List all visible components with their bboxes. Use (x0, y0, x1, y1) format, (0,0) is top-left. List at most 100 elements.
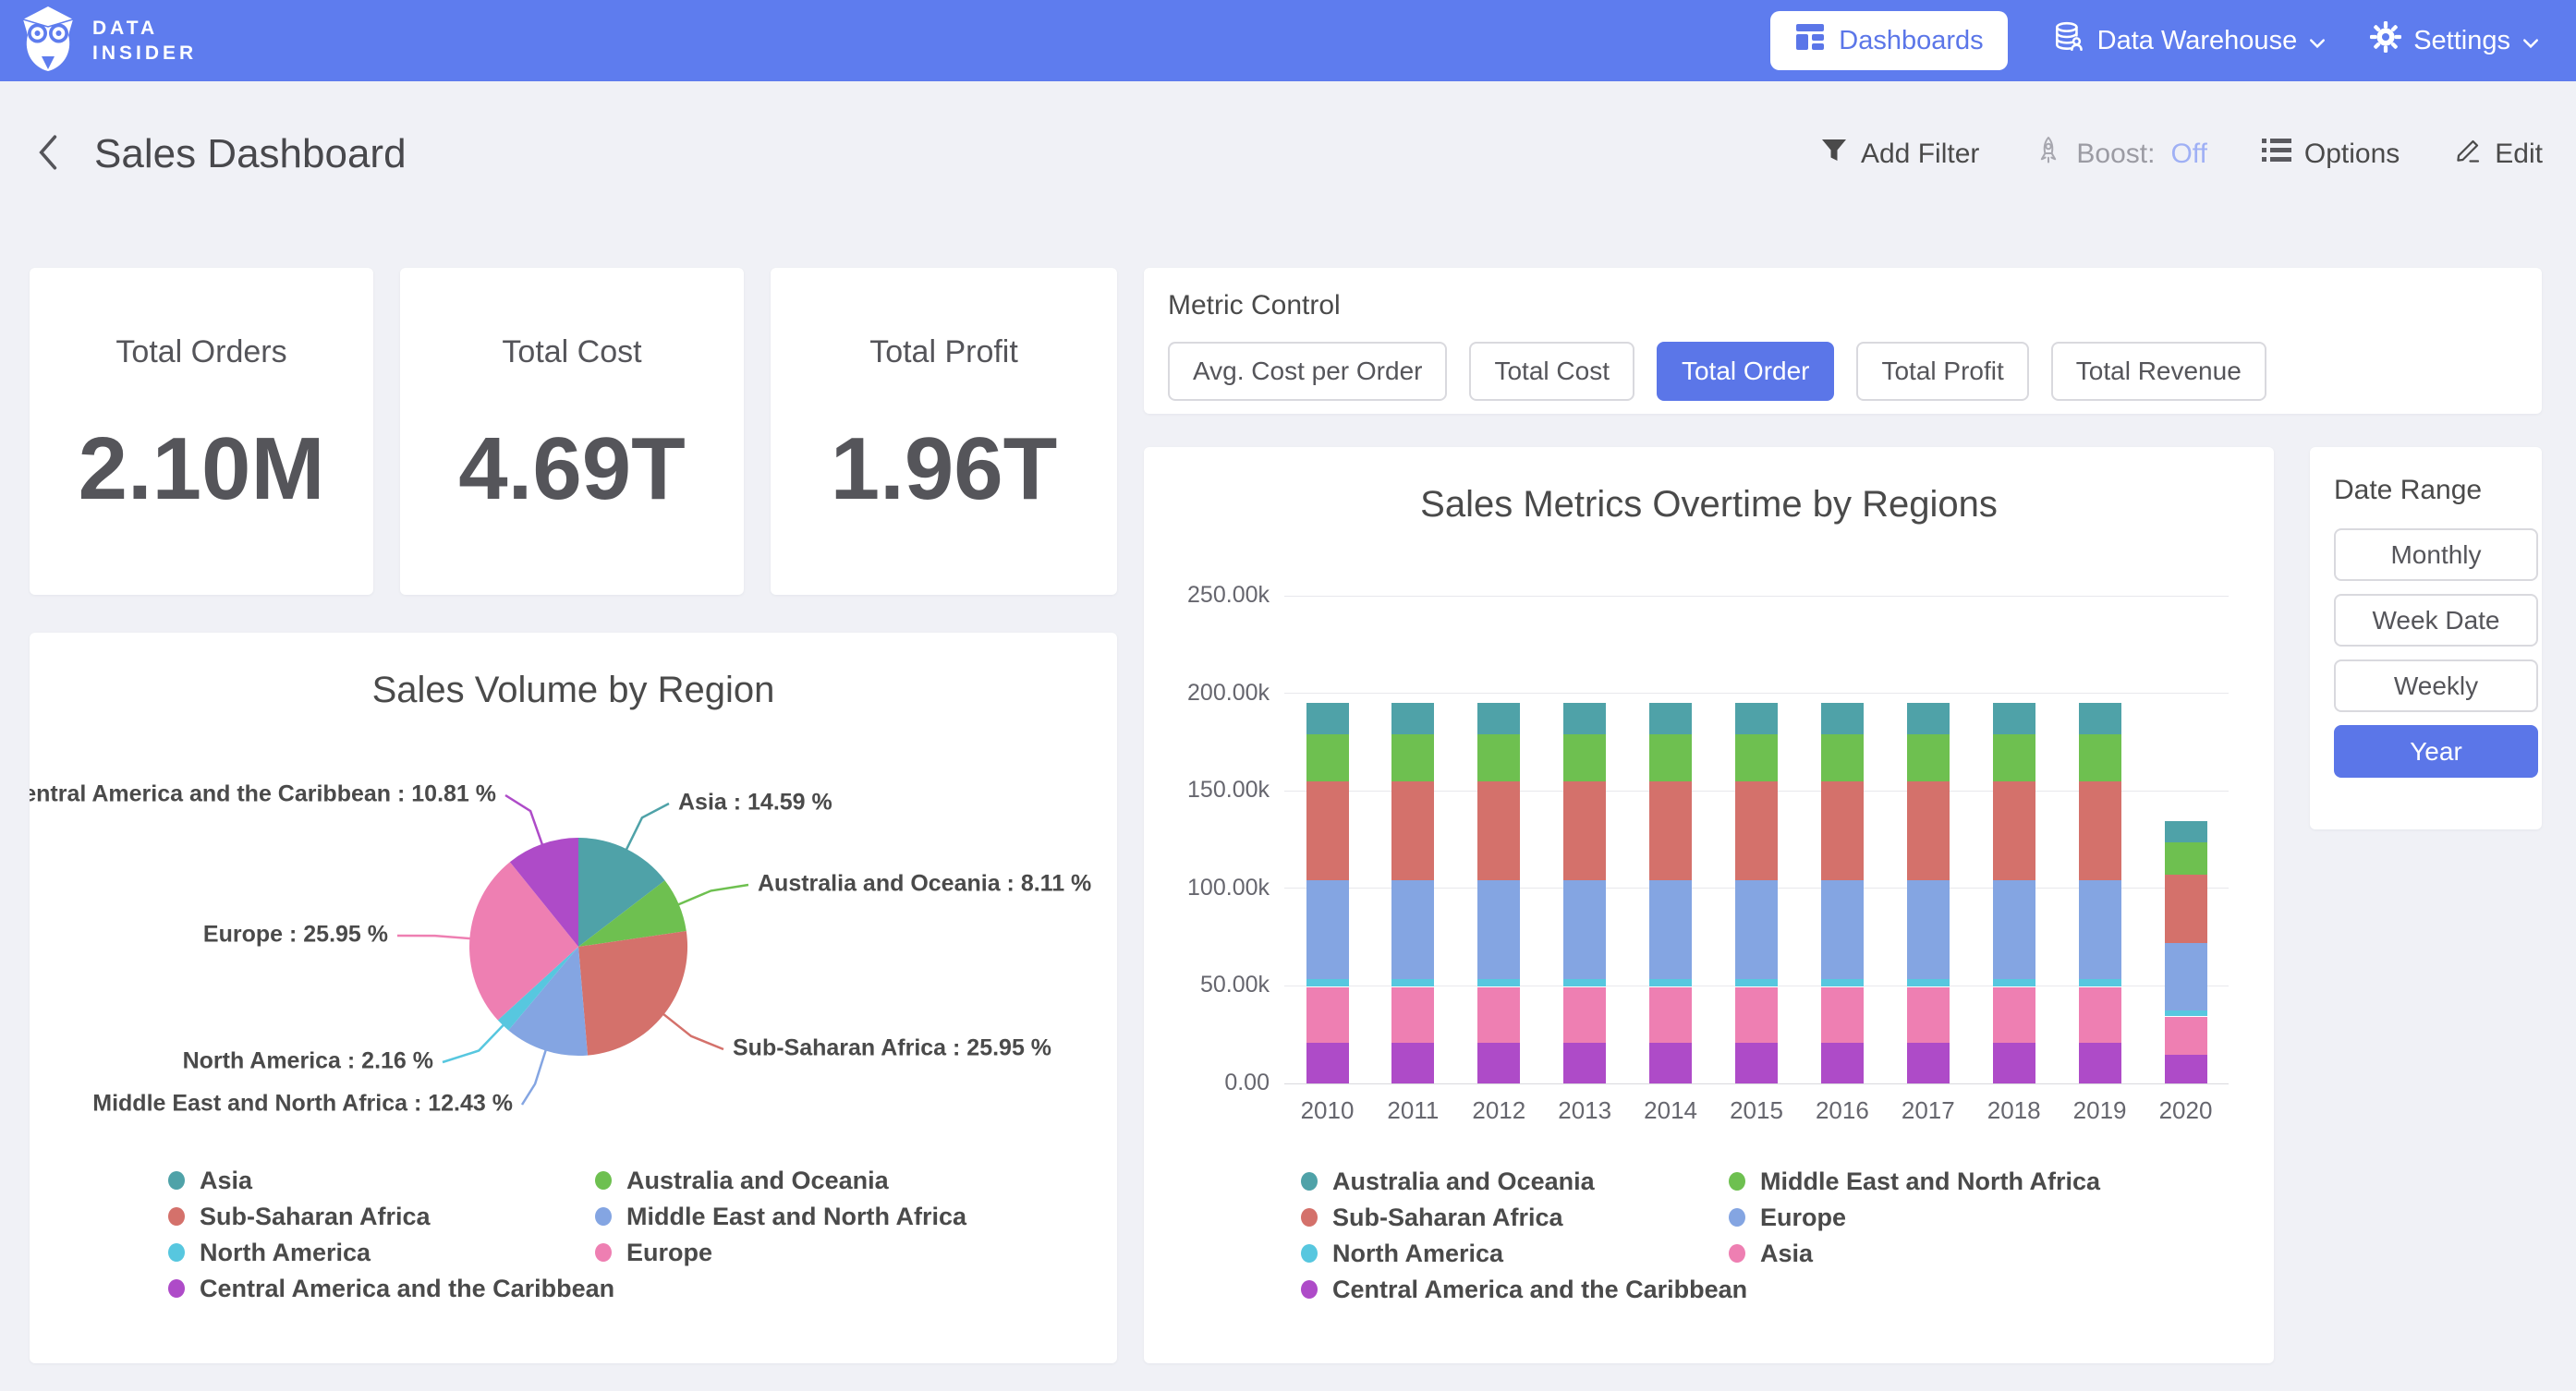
legend-item-europe[interactable]: Europe (1729, 1204, 2117, 1231)
legend-item-australia-and-oceania[interactable]: Australia and Oceania (595, 1167, 983, 1194)
legend-item-sub-saharan-africa[interactable]: Sub-Saharan Africa (1301, 1204, 1729, 1231)
legend-item-middle-east-and-north-africa[interactable]: Middle East and North Africa (595, 1203, 983, 1230)
legend-dot (595, 1243, 612, 1262)
date-range-option-year[interactable]: Year (2334, 725, 2538, 778)
metric-option-total-profit[interactable]: Total Profit (1856, 342, 2029, 401)
bar-segment-sub-saharan-africa-2017 (1906, 780, 1950, 880)
bar-segment-north-america-2012 (1477, 978, 1521, 987)
pie-chart-card: Sales Volume by Region Asia : 14.59 % Aus… (30, 633, 1117, 1363)
dashboards-grid-icon (1794, 21, 1826, 60)
legend-label: Middle East and North Africa (1760, 1167, 2101, 1195)
pie-label-line (504, 793, 544, 846)
date-range-option-monthly[interactable]: Monthly (2334, 528, 2538, 581)
bar-segment-middle-east-and-north-africa-2015 (1735, 733, 1778, 781)
pie-label-line (520, 1049, 547, 1106)
bar-segment-middle-east-and-north-africa-2020 (2164, 841, 2207, 875)
legend-item-north-america[interactable]: North America (1301, 1240, 1729, 1267)
legend-label: Asia (1760, 1239, 1814, 1267)
legend-dot (1301, 1244, 1318, 1263)
legend-dot (595, 1207, 612, 1226)
metric-option-avg-cost-per-order[interactable]: Avg. Cost per Order (1168, 342, 1448, 401)
rocket-icon (2033, 133, 2064, 175)
add-filter-button[interactable]: Add Filter (1819, 136, 1979, 173)
bar-segment-europe-2010 (1306, 879, 1349, 979)
bar-segment-middle-east-and-north-africa-2012 (1477, 733, 1521, 781)
legend-item-north-america[interactable]: North America (168, 1239, 595, 1266)
chevron-down-icon (2522, 26, 2539, 56)
bar-segment-central-america-and-the-caribbean-2013 (1563, 1042, 1607, 1083)
bar-segment-central-america-and-the-caribbean-2012 (1477, 1042, 1521, 1083)
kpi-card-total-profit: Total Profit 1.96T (771, 268, 1117, 595)
pie-slice-label: Europe : 25.95 % (203, 922, 388, 948)
date-range-option-week-date[interactable]: Week Date (2334, 594, 2538, 647)
bar-segment-sub-saharan-africa-2015 (1735, 780, 1778, 880)
metric-option-total-revenue[interactable]: Total Revenue (2050, 342, 2266, 401)
add-filter-label: Add Filter (1860, 139, 1980, 169)
bar-segment-north-america-2013 (1563, 978, 1607, 987)
bar-segment-australia-and-oceania-2020 (2164, 820, 2207, 842)
bar-segment-sub-saharan-africa-2010 (1306, 780, 1349, 880)
legend-item-central-america-and-the-caribbean[interactable]: Central America and the Caribbean (1301, 1276, 1747, 1303)
date-range-card: Date Range Monthly Week Date Weekly Year (2310, 447, 2542, 829)
kpi-value: 2.10M (78, 419, 325, 518)
bar-segment-asia-2012 (1477, 986, 1521, 1043)
pie-label-line (677, 883, 749, 906)
pie-chart-title: Sales Volume by Region (371, 670, 775, 710)
pie-slice-north-america (497, 947, 578, 1031)
boost-label: Boost: (2076, 139, 2156, 169)
kpi-label: Total Cost (502, 334, 642, 369)
nav-item-dashboards[interactable]: Dashboards (1770, 11, 2008, 70)
edit-button[interactable]: Edit (2453, 136, 2543, 173)
back-button[interactable] (35, 133, 59, 176)
brand[interactable]: DATA INSIDER (18, 5, 197, 78)
bar-xtick-label: 2020 (2158, 1096, 2213, 1124)
bar-segment-asia-2013 (1563, 986, 1607, 1043)
bar-segment-middle-east-and-north-africa-2011 (1391, 733, 1435, 781)
legend-item-sub-saharan-africa[interactable]: Sub-Saharan Africa (168, 1203, 595, 1230)
bar-segment-sub-saharan-africa-2012 (1477, 780, 1521, 880)
bar-gridline (1284, 693, 2229, 695)
bar-segment-sub-saharan-africa-2018 (1992, 780, 2035, 880)
nav-item-data-warehouse[interactable]: Data Warehouse (2052, 20, 2327, 61)
pencil-icon (2453, 136, 2483, 173)
bar-segment-middle-east-and-north-africa-2019 (2078, 733, 2121, 781)
legend-item-europe[interactable]: Europe (595, 1239, 983, 1266)
bar-segment-europe-2016 (1820, 879, 1864, 979)
legend-label: Central America and the Caribbean (200, 1274, 615, 1302)
date-range-option-weekly[interactable]: Weekly (2334, 659, 2538, 712)
bar-segment-central-america-and-the-caribbean-2018 (1992, 1042, 2035, 1083)
legend-item-middle-east-and-north-africa[interactable]: Middle East and North Africa (1729, 1167, 2117, 1195)
legend-column: Australia and Oceania Middle East and Nor… (595, 1167, 983, 1302)
bar-segment-europe-2019 (2078, 879, 2121, 979)
bar-segment-central-america-and-the-caribbean-2017 (1906, 1042, 1950, 1083)
bar-segment-australia-and-oceania-2017 (1906, 703, 1950, 734)
brand-line1: DATA (92, 18, 159, 39)
legend-item-australia-and-oceania[interactable]: Australia and Oceania (1301, 1167, 1729, 1195)
legend-dot (1301, 1208, 1318, 1227)
legend-dot (595, 1171, 612, 1190)
bar-xtick-label: 2019 (2072, 1096, 2127, 1124)
nav-item-settings[interactable]: Settings (2370, 21, 2539, 60)
legend-dot (1729, 1244, 1745, 1263)
pie-label-line (442, 1023, 505, 1064)
legend-item-asia[interactable]: Asia (168, 1167, 595, 1194)
page-header: Sales Dashboard Add Filter (0, 81, 2576, 227)
bar-chart-title: Sales Metrics Overtime by Regions (1420, 484, 1998, 525)
legend-column: Australia and Oceania Sub-Saharan Africa N… (1301, 1167, 1747, 1303)
metric-option-total-cost[interactable]: Total Cost (1469, 342, 1634, 401)
gear-icon (2370, 21, 2402, 60)
bar-ytick-label: 0.00 (1224, 1070, 1270, 1095)
bar-xtick-label: 2016 (1815, 1096, 1869, 1124)
options-button[interactable]: Options (2261, 137, 2400, 172)
bar-segment-north-america-2019 (2078, 978, 2121, 987)
bar-xtick-label: 2018 (1987, 1096, 2041, 1124)
legend-label: Middle East and North Africa (626, 1202, 967, 1230)
options-label: Options (2303, 139, 2400, 169)
metric-option-total-order[interactable]: Total Order (1656, 342, 1835, 401)
legend-item-central-america-and-the-caribbean[interactable]: Central America and the Caribbean (168, 1275, 614, 1302)
bar-segment-central-america-and-the-caribbean-2019 (2078, 1042, 2121, 1083)
legend-item-asia[interactable]: Asia (1729, 1240, 2117, 1267)
bar-xtick-label: 2015 (1730, 1096, 1783, 1124)
boost-toggle[interactable]: Boost: Off (2033, 133, 2207, 175)
